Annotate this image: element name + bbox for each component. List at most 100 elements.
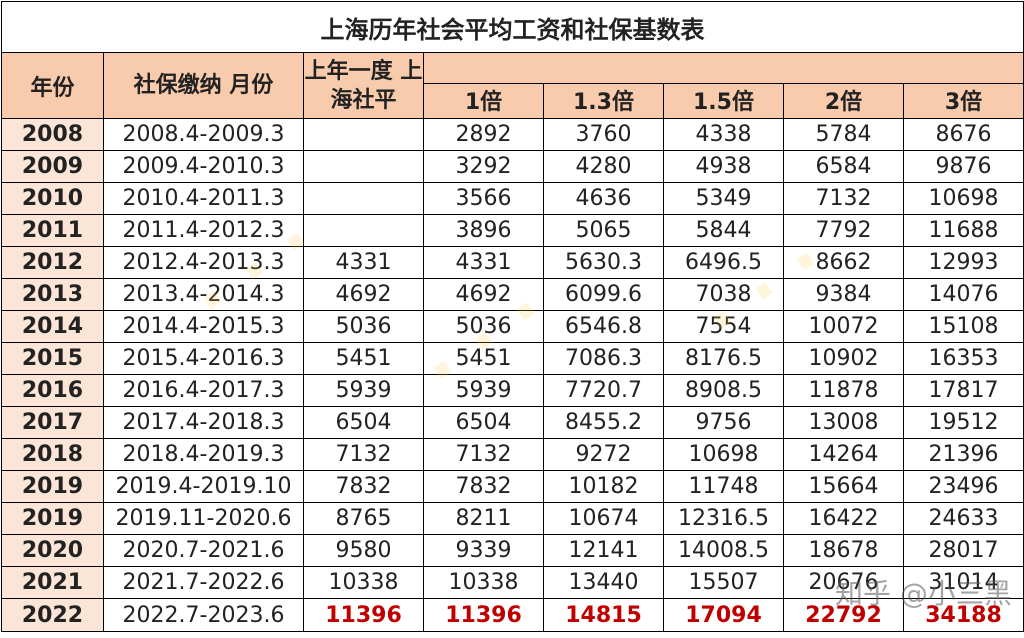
cell-avg-wage: 7832 — [303, 470, 424, 503]
cell-3x: 10698 — [903, 182, 1024, 215]
cell-1x: 8211 — [423, 502, 544, 535]
cell-3x: 15108 — [903, 310, 1024, 343]
cell-year: 2016 — [1, 374, 104, 407]
cell-1-5x: 17094 — [663, 598, 784, 632]
cell-1x: 3292 — [423, 150, 544, 183]
cell-avg-wage — [303, 214, 424, 247]
cell-avg-wage: 6504 — [303, 406, 424, 439]
cell-year: 2008 — [1, 118, 104, 151]
cell-1-3x: 5065 — [543, 214, 664, 247]
cell-3x: 12993 — [903, 246, 1024, 279]
cell-1-5x: 12316.5 — [663, 502, 784, 535]
cell-period: 2014.4-2015.3 — [103, 310, 304, 343]
cell-2x: 6584 — [783, 150, 904, 183]
cell-2x: 10072 — [783, 310, 904, 343]
cell-2x: 14264 — [783, 438, 904, 471]
cell-1-5x: 15507 — [663, 566, 784, 599]
header-multiplier: 1.3倍 — [543, 83, 664, 119]
cell-3x: 28017 — [903, 534, 1024, 567]
cell-period: 2020.7-2021.6 — [103, 534, 304, 567]
cell-1-5x: 7554 — [663, 310, 784, 343]
table-row: 2019 2019.11-2020.6 8765 8211 10674 12316.5 16… — [1, 502, 1024, 535]
cell-1-3x: 6099.6 — [543, 278, 664, 311]
header-year: 年份 — [1, 52, 104, 119]
cell-period: 2012.4-2013.3 — [103, 246, 304, 279]
table-row: 2014 2014.4-2015.3 5036 5036 6546.8 7554 10072… — [1, 310, 1024, 343]
cell-avg-wage: 5939 — [303, 374, 424, 407]
cell-3x: 31014 — [903, 566, 1024, 599]
cell-year: 2021 — [1, 566, 104, 599]
cell-1x: 5939 — [423, 374, 544, 407]
cell-avg-wage — [303, 118, 424, 151]
table-title: 上海历年社会平均工资和社保基数表 — [1, 1, 1024, 53]
cell-2x: 8662 — [783, 246, 904, 279]
cell-period: 2018.4-2019.3 — [103, 438, 304, 471]
cell-avg-wage: 8765 — [303, 502, 424, 535]
cell-2x: 11878 — [783, 374, 904, 407]
header-multiplier: 3倍 — [903, 83, 1024, 119]
cell-3x: 14076 — [903, 278, 1024, 311]
cell-period: 2015.4-2016.3 — [103, 342, 304, 375]
cell-avg-wage: 4331 — [303, 246, 424, 279]
cell-2x: 15664 — [783, 470, 904, 503]
cell-period: 2010.4-2011.3 — [103, 182, 304, 215]
cell-avg-wage: 7132 — [303, 438, 424, 471]
table-row: 2012 2012.4-2013.3 4331 4331 5630.3 6496.5 866… — [1, 246, 1024, 279]
cell-1-3x: 13440 — [543, 566, 664, 599]
cell-year: 2011 — [1, 214, 104, 247]
cell-1-3x: 8455.2 — [543, 406, 664, 439]
cell-3x: 23496 — [903, 470, 1024, 503]
header-avg-wage: 上年一度 上海社平 — [303, 52, 424, 119]
cell-1-3x: 9272 — [543, 438, 664, 471]
cell-year: 2017 — [1, 406, 104, 439]
cell-1x: 4331 — [423, 246, 544, 279]
header-multiplier: 2倍 — [783, 83, 904, 119]
cell-1-5x: 14008.5 — [663, 534, 784, 567]
cell-1-5x: 10698 — [663, 438, 784, 471]
cell-2x: 7132 — [783, 182, 904, 215]
table-row: 2013 2013.4-2014.3 4692 4692 6099.6 7038 9384 1… — [1, 278, 1024, 311]
title-row: 上海历年社会平均工资和社保基数表 — [1, 1, 1024, 53]
table-row: 2015 2015.4-2016.3 5451 5451 7086.3 8176.5 109… — [1, 342, 1024, 375]
cell-year: 2013 — [1, 278, 104, 311]
cell-2x: 5784 — [783, 118, 904, 151]
table-row: 2016 2016.4-2017.3 5939 5939 7720.7 8908.5 118… — [1, 374, 1024, 407]
table-row: 2019 2019.4-2019.10 7832 7832 10182 11748 1566… — [1, 470, 1024, 503]
cell-1-3x: 5630.3 — [543, 246, 664, 279]
cell-1x: 2892 — [423, 118, 544, 151]
cell-1-5x: 6496.5 — [663, 246, 784, 279]
cell-period: 2011.4-2012.3 — [103, 214, 304, 247]
cell-year: 2019 — [1, 470, 104, 503]
cell-1-5x: 11748 — [663, 470, 784, 503]
cell-1-3x: 7720.7 — [543, 374, 664, 407]
table-row: 2010 2010.4-2011.3 3566 4636 5349 7132 10698 — [1, 182, 1024, 215]
cell-1x: 5036 — [423, 310, 544, 343]
cell-3x: 11688 — [903, 214, 1024, 247]
cell-2x: 13008 — [783, 406, 904, 439]
cell-avg-wage: 9580 — [303, 534, 424, 567]
cell-1-3x: 14815 — [543, 598, 664, 632]
cell-year: 2019 — [1, 502, 104, 535]
table-row: 2021 2021.7-2022.6 10338 10338 13440 15507 206… — [1, 566, 1024, 599]
cell-1x: 3566 — [423, 182, 544, 215]
cell-1-3x: 12141 — [543, 534, 664, 567]
cell-1x: 4692 — [423, 278, 544, 311]
table-row: 2017 2017.4-2018.3 6504 6504 8455.2 9756 13008… — [1, 406, 1024, 439]
cell-1x: 9339 — [423, 534, 544, 567]
cell-avg-wage: 5036 — [303, 310, 424, 343]
cell-1x: 3896 — [423, 214, 544, 247]
cell-period: 2016.4-2017.3 — [103, 374, 304, 407]
cell-1-5x: 5349 — [663, 182, 784, 215]
cell-1x: 6504 — [423, 406, 544, 439]
cell-1-5x: 4338 — [663, 118, 784, 151]
header-multiplier-group — [423, 52, 1024, 84]
cell-1-3x: 10182 — [543, 470, 664, 503]
cell-1-5x: 4938 — [663, 150, 784, 183]
header-row-2: 1倍 1.3倍 1.5倍 2倍 3倍 — [2, 83, 1024, 119]
cell-year: 2020 — [1, 534, 104, 567]
cell-1x: 7832 — [423, 470, 544, 503]
cell-1x: 7132 — [423, 438, 544, 471]
cell-avg-wage — [303, 150, 424, 183]
